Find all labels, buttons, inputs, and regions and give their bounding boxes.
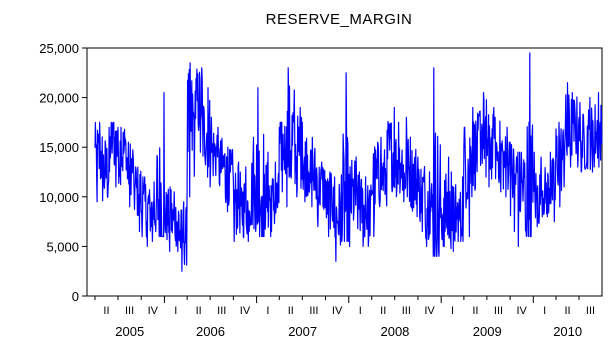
x-axis: II III IV I II III IV I II III IV I II III IV I II III IV I… bbox=[94, 296, 595, 339]
y-tick-label: 10,000 bbox=[39, 190, 79, 205]
x-quarter-label: III bbox=[217, 305, 226, 317]
x-quarter-label: I bbox=[359, 305, 362, 317]
x-quarter-label: II bbox=[288, 305, 294, 317]
x-quarter-label: II bbox=[103, 305, 109, 317]
x-quarter-label: II bbox=[472, 305, 478, 317]
x-year-label: 2010 bbox=[553, 324, 582, 339]
x-quarter-label: II bbox=[380, 305, 386, 317]
x-quarter-label: I bbox=[174, 305, 177, 317]
x-quarter-label: IV bbox=[517, 305, 528, 317]
x-quarter-label: II bbox=[196, 305, 202, 317]
x-quarter-label: III bbox=[494, 305, 503, 317]
y-tick-label: 5,000 bbox=[46, 239, 79, 254]
x-quarter-label: IV bbox=[240, 305, 251, 317]
x-quarter-label: II bbox=[564, 305, 570, 317]
x-quarter-label: III bbox=[402, 305, 411, 317]
x-quarter-label: IV bbox=[332, 305, 343, 317]
y-tick-label: 0 bbox=[72, 289, 79, 304]
x-quarter-label: III bbox=[586, 305, 595, 317]
x-year-label: 2009 bbox=[473, 324, 502, 339]
x-year-label: 2008 bbox=[380, 324, 409, 339]
plot-frame bbox=[86, 47, 603, 297]
x-quarter-label: I bbox=[266, 305, 269, 317]
y-tick-label: 25,000 bbox=[39, 41, 79, 56]
series-line bbox=[94, 52, 603, 272]
x-quarter-label: I bbox=[543, 305, 546, 317]
x-year-label: 2007 bbox=[288, 324, 317, 339]
chart-title: RESERVE_MARGIN bbox=[266, 11, 413, 28]
x-quarter-label: III bbox=[125, 305, 134, 317]
y-tick-label: 15,000 bbox=[39, 140, 79, 155]
y-tick-label: 20,000 bbox=[39, 91, 79, 106]
x-year-label: 2005 bbox=[115, 324, 144, 339]
x-year-label: 2006 bbox=[196, 324, 225, 339]
y-axis: 0 5,000 10,000 15,000 20,000 25,000 bbox=[39, 41, 87, 304]
x-quarter-label: III bbox=[309, 305, 318, 317]
x-quarter-label: I bbox=[451, 305, 454, 317]
x-quarter-label: IV bbox=[148, 305, 159, 317]
x-quarter-label: IV bbox=[424, 305, 435, 317]
series-layer bbox=[94, 52, 603, 272]
